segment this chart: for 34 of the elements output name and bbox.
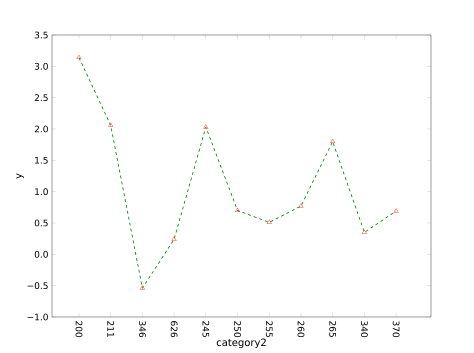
- y-axis-title: y: [16, 173, 24, 179]
- x-tick-label: 346: [138, 321, 146, 338]
- y-tick-label: 2.5: [34, 94, 48, 102]
- point: [394, 208, 399, 213]
- x-tick-label: 265: [329, 321, 336, 337]
- point: [235, 208, 240, 212]
- y-tick-label: 2.0: [34, 126, 48, 132]
- x-tick-label: 340: [360, 321, 368, 338]
- x-tick-label: 211: [107, 321, 114, 337]
- x-tick-label: 245: [202, 321, 210, 337]
- y-tick-label: −1.0: [28, 314, 48, 320]
- y-tick-label: −0.5: [28, 282, 48, 290]
- x-axis-title: category2: [216, 338, 266, 348]
- y-tick-label: 0.0: [34, 250, 48, 258]
- x-tick-label: 200: [76, 321, 82, 338]
- y-tick-label: 3.5: [34, 32, 48, 38]
- point: [203, 124, 208, 129]
- x-tick-label: 255: [266, 321, 273, 337]
- point: [362, 230, 367, 234]
- y-tick-label: 3.0: [34, 62, 48, 70]
- point: [298, 203, 304, 208]
- point: [330, 138, 336, 144]
- y-tick-label: 0.5: [34, 220, 48, 226]
- y-tick-label: 1.0: [35, 188, 48, 196]
- point: [76, 54, 82, 60]
- point: [172, 236, 177, 241]
- point: [108, 122, 114, 127]
- y-tick-label: 1.5: [35, 156, 48, 164]
- point: [140, 285, 145, 290]
- point: [266, 220, 272, 224]
- x-tick-label: 260: [298, 321, 304, 338]
- x-tick-label: 250: [234, 321, 241, 338]
- x-tick-label: 370: [392, 321, 400, 338]
- x-tick-label: 626: [170, 321, 178, 338]
